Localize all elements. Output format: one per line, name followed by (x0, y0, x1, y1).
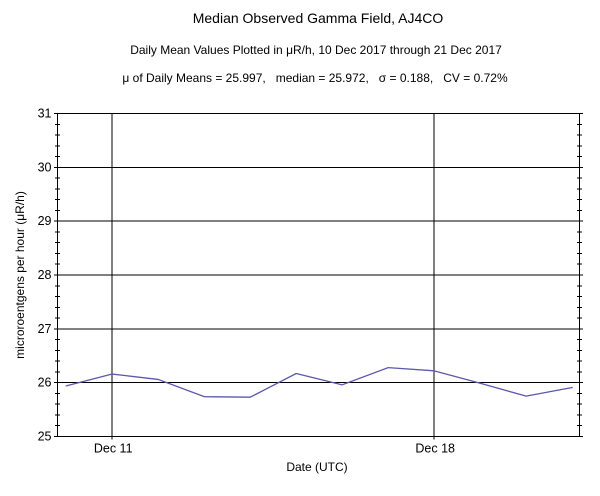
y-tick-label: 30 (38, 160, 52, 174)
y-tick-label: 25 (38, 430, 52, 444)
y-tick-label: 27 (38, 322, 52, 336)
x-axis-label: Date (UTC) (286, 460, 348, 474)
x-tick-label: Dec 18 (415, 442, 455, 456)
y-tick-label: 29 (38, 214, 52, 228)
y-tick-label: 31 (38, 107, 52, 121)
chart-title: Median Observed Gamma Field, AJ4CO (192, 10, 444, 26)
data-line (65, 366, 573, 398)
plot-frame (57, 113, 580, 437)
x-tick-label: Dec 11 (94, 442, 133, 456)
y-tick-label: 26 (38, 376, 52, 390)
y-tick-label: 28 (38, 268, 52, 282)
chart-stats-line: μ of Daily Means = 25.997, median = 25.9… (122, 71, 508, 85)
chart-subtitle: Daily Mean Values Plotted in μR/h, 10 De… (130, 43, 502, 57)
